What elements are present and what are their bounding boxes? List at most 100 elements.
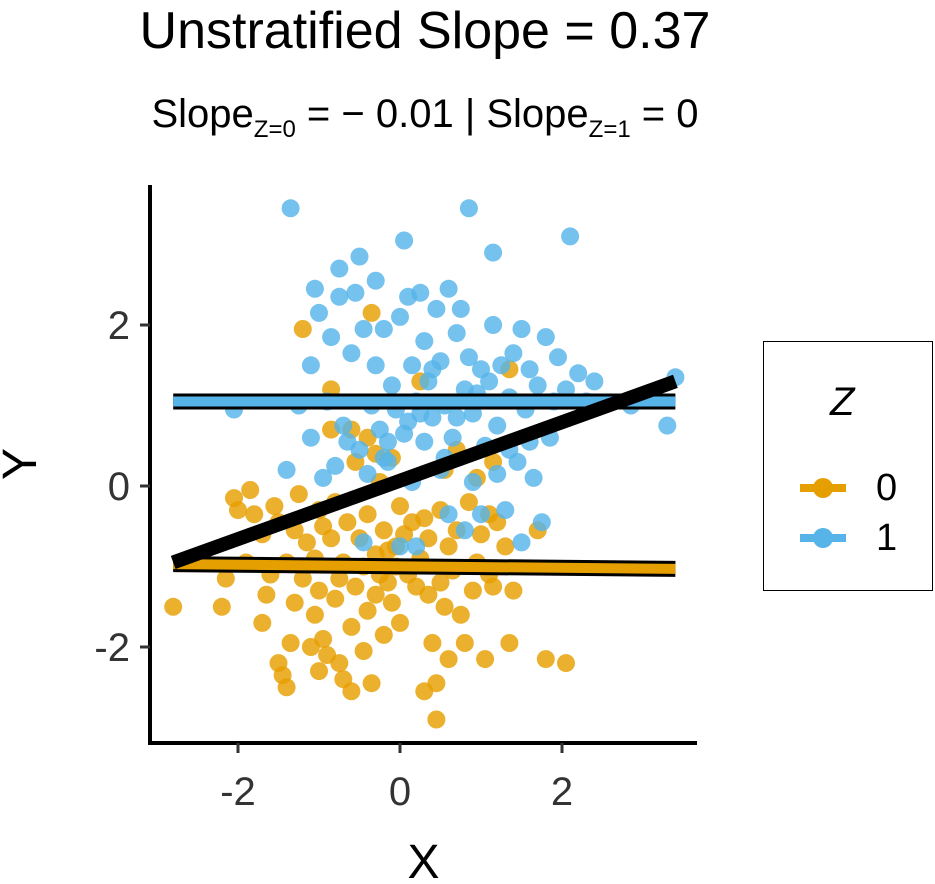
data-point-z0	[504, 581, 523, 600]
data-point-z1	[528, 376, 547, 395]
data-point-z1	[411, 283, 430, 302]
chart-subtitle: SlopeZ=0 = − 0.01 | SlopeZ=1 = 0	[0, 88, 850, 156]
data-point-z0	[326, 589, 345, 608]
data-point-z0	[362, 303, 381, 322]
data-point-z0	[257, 585, 276, 604]
data-point-z1	[532, 513, 551, 532]
data-point-z1	[480, 372, 499, 391]
data-point-z1	[350, 247, 369, 266]
data-point-z1	[403, 356, 422, 375]
data-point-z1	[301, 356, 320, 375]
data-point-z1	[463, 473, 482, 491]
data-point-z0	[293, 569, 312, 588]
data-point-z0	[346, 577, 365, 596]
data-point-z1	[423, 360, 442, 379]
data-point-z1	[326, 456, 345, 475]
subtitle-part-2: = − 0.01 | Slope	[295, 92, 589, 136]
data-point-z1	[399, 412, 418, 431]
data-point-z1	[415, 332, 434, 351]
data-point-z0	[293, 320, 312, 338]
data-point-z1	[455, 521, 474, 540]
data-point-z0	[289, 485, 308, 504]
data-point-z1	[354, 320, 373, 338]
x-tick-label: 2	[551, 770, 573, 814]
data-point-z0	[431, 573, 450, 592]
data-point-z0	[241, 481, 260, 499]
data-point-z0	[265, 497, 284, 516]
data-point-z0	[253, 613, 272, 632]
data-point-z0	[374, 521, 393, 540]
data-point-z0	[536, 650, 555, 669]
data-point-z1	[391, 307, 409, 326]
legend-title: Z	[830, 380, 855, 424]
data-point-z1	[350, 440, 369, 459]
data-point-z1	[427, 299, 446, 318]
data-point-z1	[585, 372, 604, 391]
data-point-z1	[488, 416, 507, 435]
legend-label-0: 0	[876, 467, 898, 509]
data-point-z1	[281, 199, 300, 218]
data-point-z1	[447, 408, 466, 427]
data-point-z0	[229, 501, 247, 520]
fit-line-unstratified	[170, 374, 678, 570]
data-point-z1	[512, 320, 531, 338]
data-point-z1	[354, 533, 373, 552]
data-point-z1	[472, 505, 490, 524]
data-point-z1	[512, 533, 531, 552]
data-point-z0	[277, 678, 296, 697]
chart-title: Unstratified Slope = 0.37	[139, 2, 711, 60]
data-point-z1	[536, 328, 555, 347]
data-point-z1	[305, 279, 324, 298]
data-point-z1	[310, 303, 328, 322]
data-point-z0	[342, 617, 361, 636]
data-point-z0	[285, 593, 304, 612]
data-point-z0	[164, 597, 183, 616]
subtitle-part-1: Slope	[151, 92, 254, 136]
legend-item-1: 1	[800, 518, 920, 558]
data-point-z1	[407, 537, 426, 556]
data-point-z0	[354, 642, 373, 660]
x-tick-label: -2	[220, 770, 256, 814]
data-point-z1	[301, 428, 320, 447]
data-point-z0	[484, 577, 503, 596]
data-point-z1	[374, 448, 393, 467]
data-point-z1	[488, 464, 507, 483]
data-point-z1	[439, 279, 458, 298]
data-point-z1	[569, 364, 588, 383]
scatter-plot: -2 0 2 -2 0 2 X Y	[0, 185, 697, 884]
data-point-z1	[366, 356, 385, 375]
data-point-z1	[549, 348, 567, 367]
legend-item-0: 0	[800, 468, 920, 508]
y-axis-title: Y	[0, 448, 47, 480]
data-point-z1	[366, 271, 385, 290]
data-point-z0	[366, 585, 385, 604]
data-point-z0	[557, 654, 575, 673]
fit-lines-layer	[170, 374, 678, 577]
data-point-z0	[455, 634, 474, 652]
data-point-z1	[277, 460, 296, 479]
data-point-z1	[443, 428, 462, 447]
data-point-z1	[415, 432, 434, 451]
subtitle-part-3: = 0	[630, 92, 699, 136]
data-point-z1	[374, 320, 393, 338]
data-point-z1	[447, 324, 466, 343]
data-point-z0	[245, 505, 264, 524]
data-point-z1	[439, 505, 458, 524]
subtitle-subscript-1: Z=0	[253, 116, 296, 143]
legend-label-1: 1	[876, 517, 898, 559]
legend-key-0	[800, 478, 846, 498]
data-point-z0	[463, 581, 482, 600]
data-point-z0	[342, 682, 361, 701]
data-point-z1	[484, 243, 503, 262]
data-point-z0	[310, 581, 328, 600]
data-point-z1	[378, 432, 397, 451]
data-point-z1	[334, 416, 353, 435]
data-point-z1	[524, 468, 543, 487]
data-point-z0	[297, 533, 316, 552]
data-point-z0	[330, 569, 349, 588]
data-point-z1	[561, 227, 580, 246]
ticks-layer: -2 0 2 -2 0 2	[94, 304, 573, 814]
data-point-z1	[330, 287, 349, 306]
fit-line-z0	[173, 559, 676, 574]
